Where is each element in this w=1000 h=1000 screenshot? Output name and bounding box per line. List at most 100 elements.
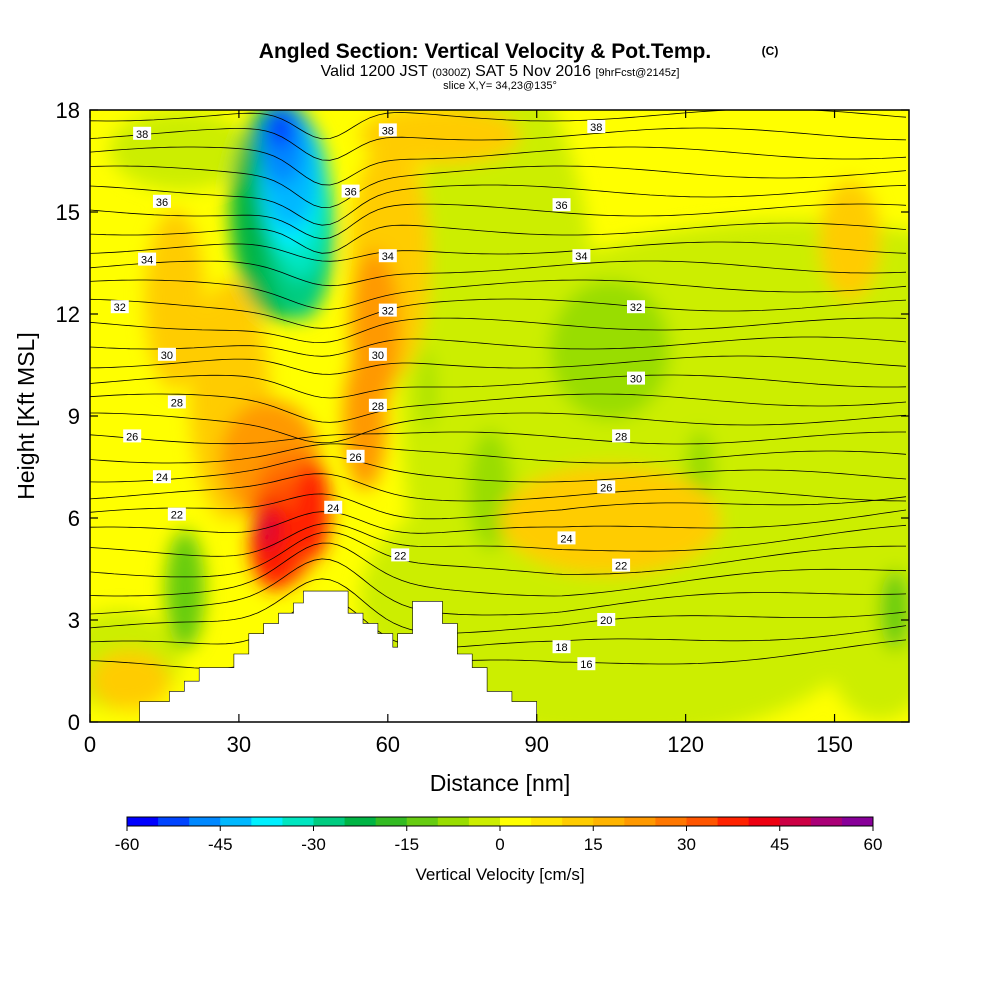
velocity-region xyxy=(880,570,909,650)
colorbar-tick-label: -60 xyxy=(115,835,140,854)
isentrope-label: 24 xyxy=(156,472,168,484)
y-tick-label: 3 xyxy=(68,608,80,633)
slice-label: slice X,Y= 34,23@135° xyxy=(443,80,557,92)
isentrope-label-bg xyxy=(391,548,410,562)
colorbar-swatch xyxy=(189,817,221,826)
subtitle-date: SAT 5 Nov 2016 xyxy=(475,63,591,80)
isentrope-label: 18 xyxy=(555,642,567,654)
x-tick-label: 150 xyxy=(816,732,853,757)
isentrope-label-bg xyxy=(368,347,387,361)
isentrope-label-bg xyxy=(378,303,397,317)
velocity-region xyxy=(145,210,205,390)
y-tick-label: 9 xyxy=(68,404,80,429)
isentrope-label-bg xyxy=(110,300,129,314)
isentrope-label-bg xyxy=(572,249,591,263)
isentrope-label: 22 xyxy=(615,561,627,573)
colorbar-tick-label: 30 xyxy=(677,835,696,854)
colorbar-swatch xyxy=(375,817,408,826)
isentrope-label: 36 xyxy=(555,200,567,212)
isentrope-label-bg xyxy=(324,500,343,514)
isentrope-label-bg xyxy=(577,657,596,671)
velocity-region xyxy=(500,465,720,575)
colorbar-swatch xyxy=(500,817,532,826)
colorbar-swatch xyxy=(810,817,843,826)
colorbar-swatch xyxy=(686,817,719,826)
isentrope-label: 36 xyxy=(344,187,356,199)
y-axis-label: Height [Kft MSL] xyxy=(13,332,39,499)
colorbar-swatch xyxy=(717,817,750,826)
isentrope-line xyxy=(90,509,907,534)
isentrope-line xyxy=(90,203,907,240)
plot-area: 38 38 38 36 36 36 34 34 34 32 32 32 30 30 30 28 28 28 26 26… xyxy=(90,110,909,722)
colorbar-swatch xyxy=(127,817,159,826)
isentrope-line xyxy=(90,578,907,634)
isentrope-label: 36 xyxy=(156,197,168,209)
isentrope-label: 24 xyxy=(327,503,339,515)
isentrope-line xyxy=(90,531,906,578)
isentrope-line xyxy=(90,558,907,616)
isentrope-line xyxy=(90,336,907,357)
velocity-field xyxy=(90,110,909,722)
isentrope-label: 32 xyxy=(114,302,126,314)
colorbar-swatch xyxy=(282,817,314,826)
x-axis-label: Distance [nm] xyxy=(430,770,571,796)
isentrope-line xyxy=(90,393,907,423)
isentrope-label: 28 xyxy=(372,401,384,413)
isentrope-line xyxy=(90,110,907,140)
isentrope-line xyxy=(90,455,907,483)
isentrope-line xyxy=(90,222,907,254)
isentrope-label: 34 xyxy=(141,255,153,267)
isentrope-label: 26 xyxy=(126,431,138,443)
chart-subtitle: Valid 1200 JST (0300Z) SAT 5 Nov 2016 [9… xyxy=(321,63,680,80)
isentrope-label-bg xyxy=(152,470,171,484)
colorbar-swatch xyxy=(841,817,874,826)
isentrope-label: 34 xyxy=(575,251,587,263)
isentrope-line xyxy=(90,412,907,444)
isentrope-label: 26 xyxy=(600,482,612,494)
velocity-region xyxy=(165,530,205,650)
colorbar-swatch xyxy=(624,817,656,826)
isentrope-line xyxy=(90,127,907,161)
isentrope-line xyxy=(90,542,907,597)
isentrope-line xyxy=(90,241,907,262)
x-tick-label: 120 xyxy=(667,732,704,757)
velocity-region xyxy=(820,180,880,300)
y-tick-label: 0 xyxy=(68,710,80,735)
isentrope-label-bg xyxy=(378,249,397,263)
velocity-region xyxy=(266,110,294,148)
isentrope-label-bg xyxy=(552,198,571,212)
velocity-region xyxy=(550,280,670,420)
isentrope-label: 24 xyxy=(560,533,572,545)
isentrope-line xyxy=(90,146,907,186)
colorbar-swatch xyxy=(158,817,190,826)
isentrope-labels: 38 38 38 36 36 36 34 34 34 32 32 32 30 30 30 28 28 28 26 26… xyxy=(110,120,645,671)
y-tick-label: 15 xyxy=(56,200,80,225)
isentrope-label: 32 xyxy=(382,306,394,318)
isentrope-label: 38 xyxy=(590,122,602,134)
isentrope-label-bg xyxy=(587,120,606,133)
isentrope-line xyxy=(90,597,907,649)
isentrope-label: 30 xyxy=(630,374,642,386)
isentrope-label-bg xyxy=(552,640,571,654)
velocity-region xyxy=(90,650,170,710)
isentrope-label: 22 xyxy=(394,550,406,562)
isentrope-label-bg xyxy=(152,194,171,208)
colorbar-swatch xyxy=(593,817,625,826)
isentrope-label-bg xyxy=(627,371,645,385)
colorbar-tick-label: 60 xyxy=(864,835,883,854)
isentrope-label: 20 xyxy=(600,615,612,627)
isentrope-label: 34 xyxy=(382,251,394,263)
isentrope-line xyxy=(90,522,907,557)
isentrope-label: 38 xyxy=(136,129,148,141)
isentrope-line xyxy=(90,260,907,287)
isentrope-label: 30 xyxy=(161,350,173,362)
y-tick-label: 18 xyxy=(56,98,80,123)
isentrope-label: 28 xyxy=(171,397,183,409)
isentrope-label-bg xyxy=(378,123,397,137)
colorbar-swatch xyxy=(748,817,781,826)
velocity-region xyxy=(830,600,909,720)
velocity-region xyxy=(110,110,250,190)
colorbar-swatch xyxy=(562,817,594,826)
subtitle-utc: (0300Z) xyxy=(432,67,471,79)
colorbar-swatch xyxy=(406,817,439,826)
